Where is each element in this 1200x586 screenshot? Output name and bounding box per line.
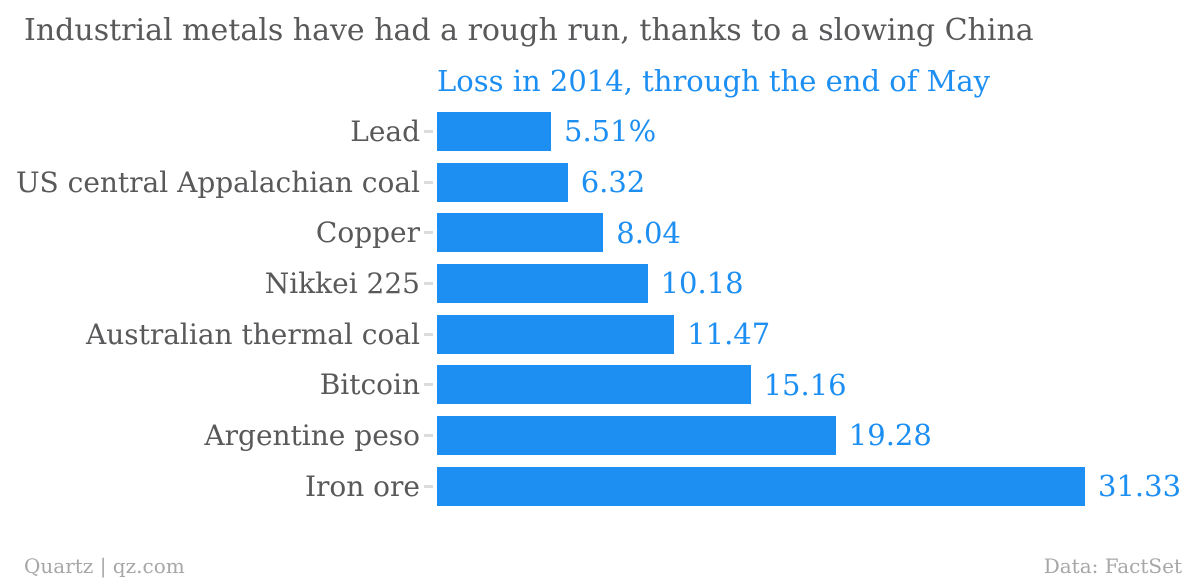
- bar-row: Australian thermal coal 11.47: [0, 309, 1200, 360]
- bar-row: Copper 8.04: [0, 207, 1200, 258]
- axis-tick: [424, 383, 433, 387]
- bar-row: Iron ore 31.33: [0, 461, 1200, 512]
- bar: [437, 365, 751, 405]
- value-label: 8.04: [616, 215, 681, 250]
- category-label: Nikkei 225: [264, 266, 420, 300]
- category-label: Bitcoin: [319, 368, 420, 402]
- chart-title: Industrial metals have had a rough run, …: [24, 13, 1034, 48]
- value-label: 6.32: [580, 165, 646, 200]
- footer: Quartz | qz.com Data: FactSet: [0, 552, 1200, 578]
- axis-tick: [424, 484, 433, 488]
- value-label: 10.18: [660, 266, 744, 301]
- axis-tick: [424, 433, 433, 437]
- category-label: Argentine peso: [204, 418, 420, 452]
- chart-subtitle: Loss in 2014, through the end of May: [437, 64, 991, 98]
- category-label: Iron ore: [304, 469, 420, 503]
- bar: [437, 213, 604, 253]
- bar-row: Lead 5.51%: [0, 106, 1200, 157]
- axis-tick: [424, 180, 433, 184]
- bar-chart: Lead 5.51% US central Appalachian coal 6.32…: [0, 106, 1200, 512]
- axis-tick: [424, 231, 433, 235]
- bar-row: Nikkei 225 10.18: [0, 258, 1200, 309]
- axis-tick: [424, 281, 433, 285]
- bar-row: Argentine peso 19.28: [0, 410, 1200, 461]
- axis-tick: [424, 129, 433, 133]
- footer-source: Data: FactSet: [1043, 554, 1182, 578]
- bar-row: Bitcoin 15.16: [0, 359, 1200, 410]
- bar: [437, 263, 648, 303]
- footer-attribution: Quartz | qz.com: [24, 554, 185, 578]
- bar: [437, 162, 568, 202]
- bar-row: US central Appalachian coal 6.32: [0, 157, 1200, 208]
- value-label: 31.33: [1098, 469, 1182, 504]
- value-label: 5.51%: [564, 114, 657, 149]
- value-label: 11.47: [687, 317, 771, 352]
- category-label: Australian thermal coal: [85, 317, 420, 351]
- axis-tick: [424, 332, 433, 336]
- bar: [437, 111, 551, 151]
- value-label: 19.28: [848, 418, 932, 453]
- bar: [437, 314, 675, 354]
- value-label: 15.16: [763, 367, 847, 402]
- category-label: Lead: [350, 114, 420, 148]
- bar: [437, 415, 836, 455]
- bar: [437, 466, 1085, 506]
- category-label: Copper: [315, 216, 420, 250]
- category-label: US central Appalachian coal: [15, 165, 420, 199]
